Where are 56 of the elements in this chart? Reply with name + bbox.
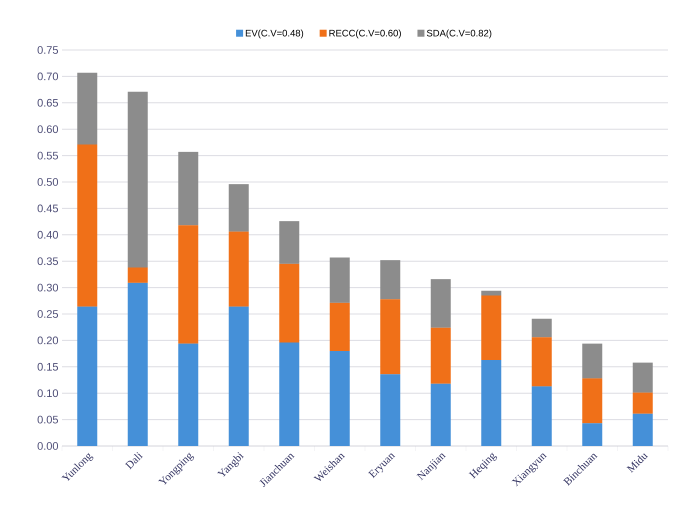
bar — [77, 72, 98, 145]
y-tick-label: 0.75 — [38, 46, 58, 54]
bar — [178, 344, 198, 446]
y-tick-label: 0.60 — [38, 125, 58, 134]
y-tick-label: 0.00 — [38, 442, 58, 450]
y-tick-label: 0.10 — [38, 389, 58, 398]
bar — [380, 260, 400, 300]
bar — [77, 144, 98, 307]
y-tick-label: 0.55 — [38, 152, 58, 160]
bar — [330, 350, 350, 446]
bar — [330, 258, 350, 303]
y-tick-label: 0.45 — [38, 204, 58, 212]
x-tick-label: Dali — [124, 452, 143, 470]
bar — [632, 362, 653, 393]
bar — [128, 268, 148, 283]
legend-label: SDA(C.V=0.82) — [426, 30, 492, 38]
bar — [532, 318, 552, 338]
bar — [582, 378, 602, 424]
bar — [279, 264, 300, 343]
y-tick-label: 0.15 — [38, 362, 58, 371]
bar — [178, 152, 198, 226]
bar — [228, 232, 249, 307]
y-tick-label: 0.70 — [38, 72, 58, 80]
bar — [128, 282, 148, 446]
legend-label: EV(C.V=0.48) — [246, 30, 304, 38]
y-tick-label: 0.35 — [38, 257, 58, 266]
y-tick-label: 0.25 — [38, 310, 58, 318]
bar — [430, 328, 451, 384]
bar — [632, 392, 653, 414]
y-tick-label: 0.40 — [38, 230, 58, 239]
bar — [77, 306, 98, 446]
y-tick-label: 0.05 — [38, 416, 58, 424]
bar — [128, 92, 148, 268]
bar — [228, 306, 249, 446]
y-tick-label: 0.65 — [38, 98, 58, 107]
bar — [481, 296, 502, 360]
bar — [430, 384, 451, 446]
bar — [279, 221, 300, 264]
y-tick-label: 0.30 — [38, 284, 58, 292]
bar — [380, 374, 400, 446]
bar — [481, 290, 502, 296]
bar — [178, 225, 198, 344]
bar — [228, 184, 249, 232]
bar — [582, 344, 602, 378]
bar — [532, 337, 552, 386]
bar — [330, 302, 350, 351]
legend-label: RECC(C.V=0.60) — [329, 30, 401, 38]
y-tick-label: 0.20 — [38, 336, 58, 344]
y-tick-label: 0.50 — [38, 178, 58, 186]
bar — [430, 279, 451, 328]
bar — [532, 386, 552, 446]
bar — [632, 414, 653, 446]
bar — [481, 360, 502, 446]
bar — [380, 299, 400, 374]
bar — [279, 342, 300, 446]
bar — [582, 423, 602, 446]
